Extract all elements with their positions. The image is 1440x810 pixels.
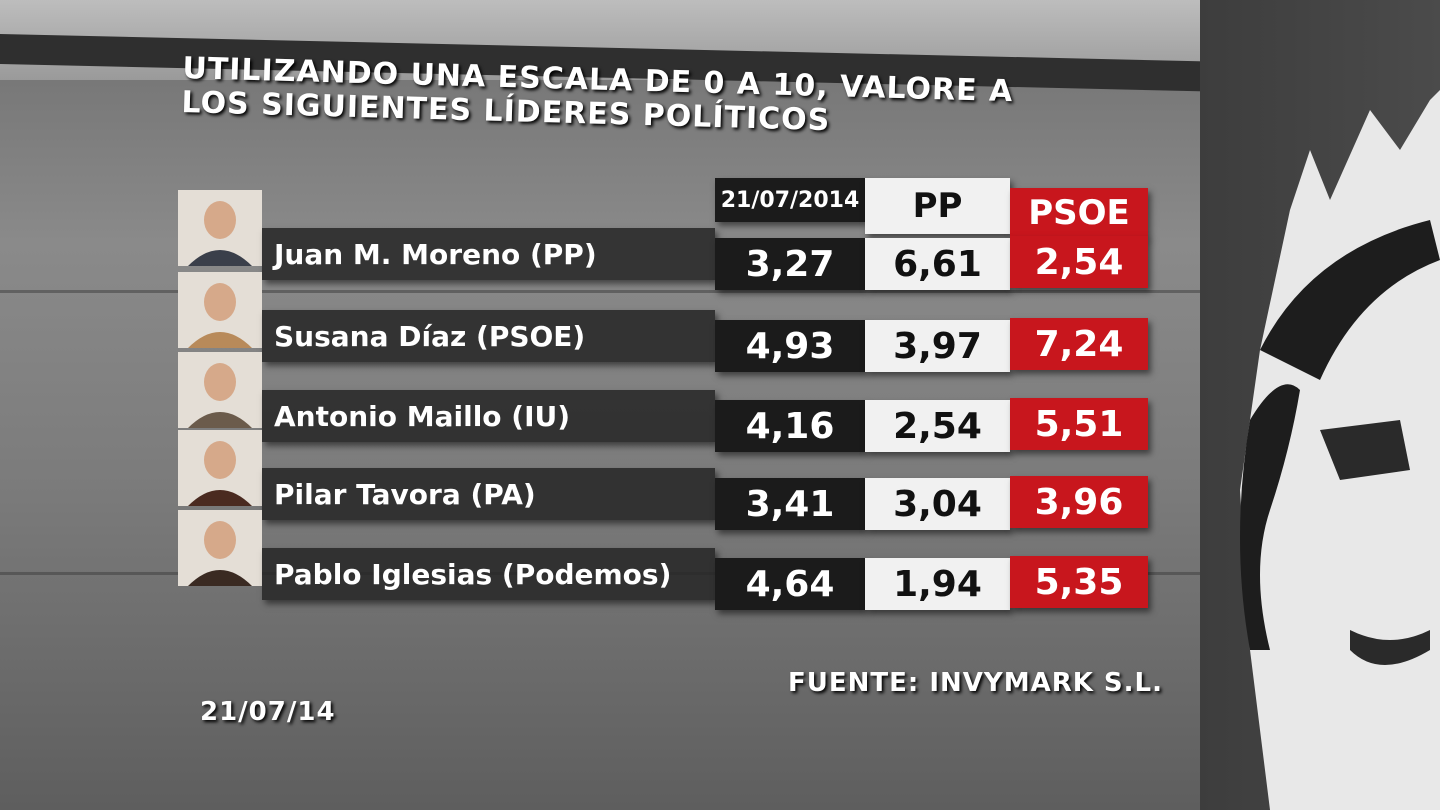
score: 4,16 (715, 400, 865, 452)
logo-face (1240, 90, 1440, 810)
portrait (178, 510, 262, 586)
wall-seam (0, 290, 1200, 293)
score: 5,51 (1010, 398, 1148, 450)
portrait-image (178, 190, 262, 266)
portrait (178, 352, 262, 428)
score: 5,35 (1010, 556, 1148, 608)
leader-name: Antonio Maillo (IU) (262, 390, 715, 442)
score: 3,97 (865, 320, 1010, 372)
score: 2,54 (865, 400, 1010, 452)
score: 2,54 (1010, 236, 1148, 288)
portrait (178, 272, 262, 348)
score: 7,24 (1010, 318, 1148, 370)
score: 3,27 (715, 238, 865, 290)
score: 3,04 (865, 478, 1010, 530)
portrait (178, 430, 262, 506)
score: 6,61 (865, 238, 1010, 290)
portrait (178, 190, 262, 266)
date: 21/07/14 (200, 697, 336, 727)
score: 3,96 (1010, 476, 1148, 528)
column-header: PSOE (1010, 188, 1148, 238)
portrait-image (178, 352, 262, 428)
source: FUENTE: INVYMARK S.L. (788, 668, 1163, 698)
leader-name: Pilar Tavora (PA) (262, 468, 715, 520)
score: 1,94 (865, 558, 1010, 610)
leader-name: Juan M. Moreno (PP) (262, 228, 715, 280)
score: 4,64 (715, 558, 865, 610)
leader-name: Susana Díaz (PSOE) (262, 310, 715, 362)
score: 3,41 (715, 478, 865, 530)
portrait-image (178, 510, 262, 586)
portrait-image (178, 430, 262, 506)
score: 4,93 (715, 320, 865, 372)
portrait-image (178, 272, 262, 348)
column-header: 21/07/2014 (715, 178, 865, 222)
leader-name: Pablo Iglesias (Podemos) (262, 548, 715, 600)
column-header: PP (865, 178, 1010, 234)
